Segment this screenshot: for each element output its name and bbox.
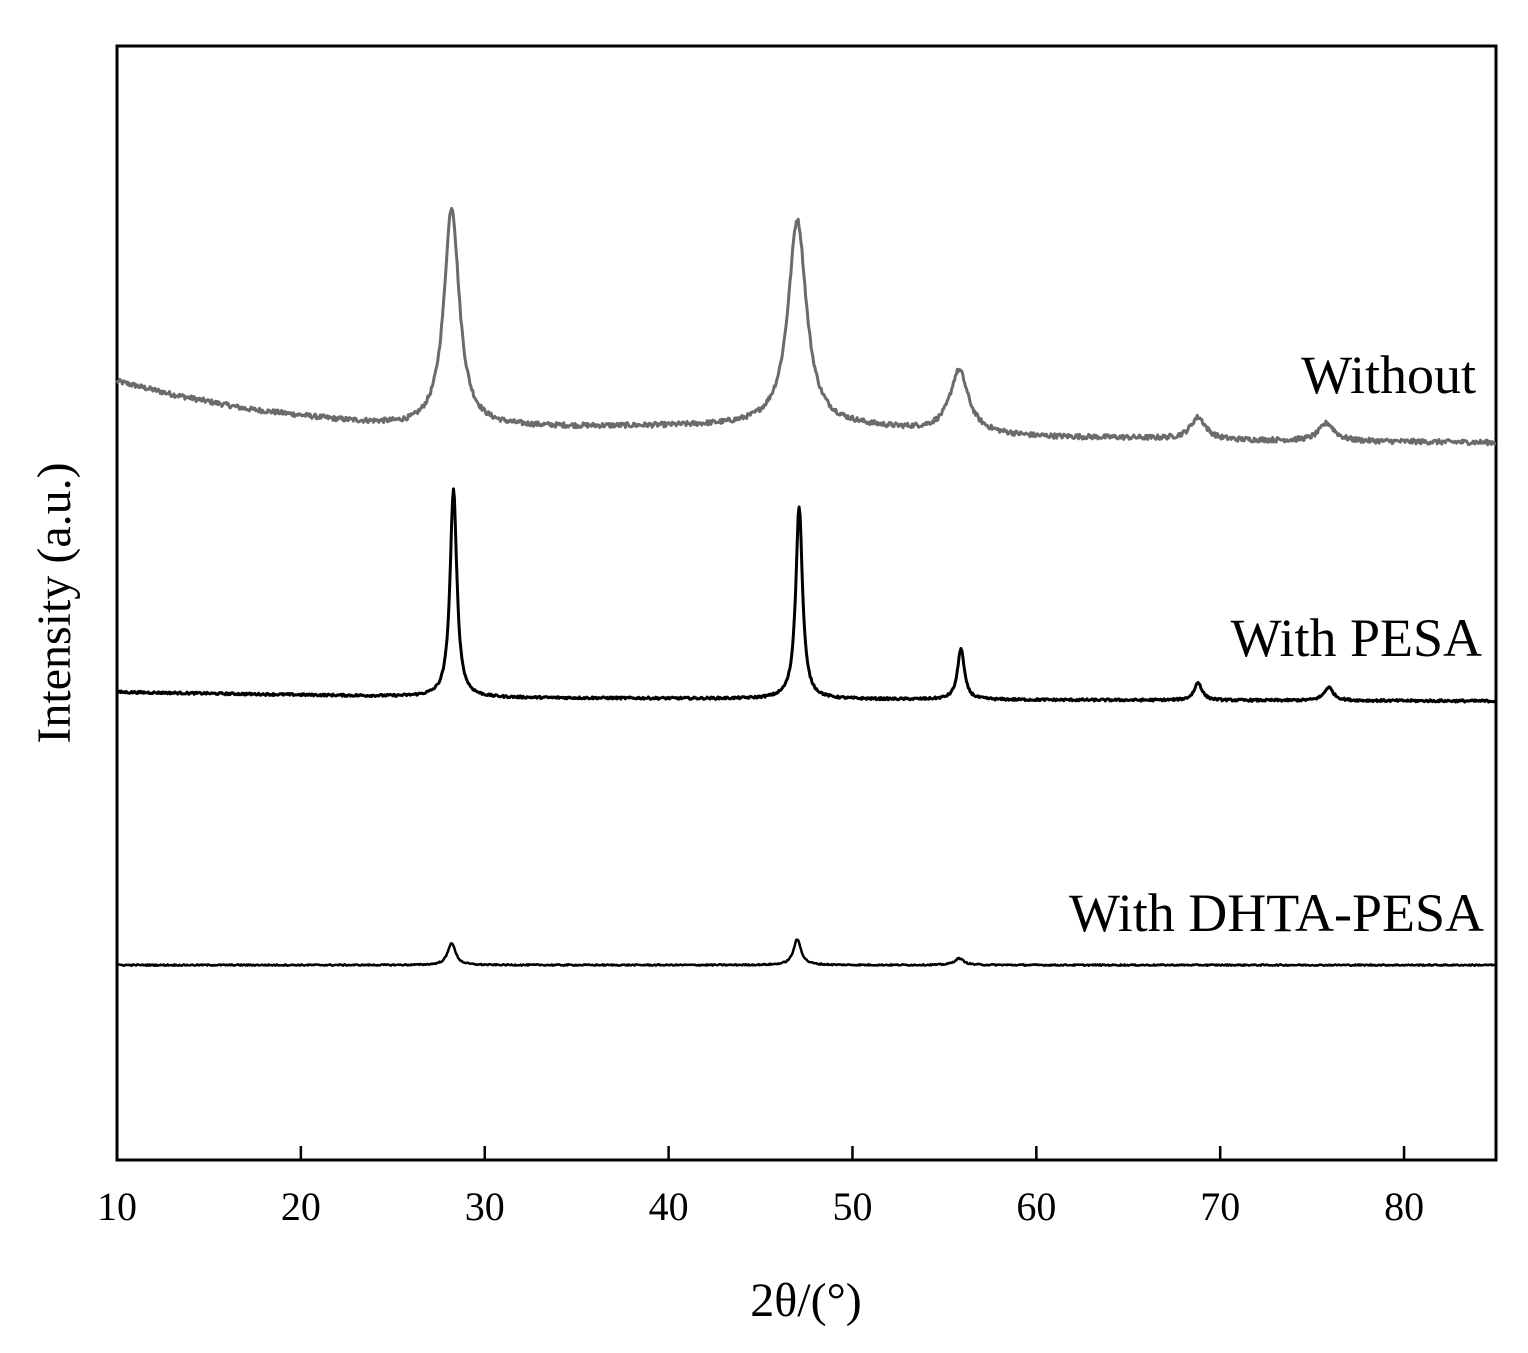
y-axis-title: Intensity (a.u.) — [28, 462, 81, 743]
x-axis-title: 2θ/(°) — [750, 1274, 862, 1327]
series-label-0: Without — [1301, 345, 1476, 405]
x-tick-label: 40 — [649, 1184, 689, 1229]
x-tick-label: 70 — [1200, 1184, 1240, 1229]
x-tick-label: 80 — [1384, 1184, 1424, 1229]
series-label-1: With PESA — [1231, 608, 1482, 668]
x-tick-label: 50 — [832, 1184, 872, 1229]
x-tick-label: 30 — [465, 1184, 505, 1229]
series-line-2 — [116, 938, 1497, 967]
x-tick-label: 10 — [97, 1184, 137, 1229]
plot-frame — [115, 44, 1498, 1162]
series-labels: Without With PESA With DHTA-PESA — [1069, 345, 1484, 943]
x-axis-ticks: 10 20 30 40 50 60 70 80 — [97, 1146, 1424, 1229]
series-label-2: With DHTA-PESA — [1069, 883, 1484, 943]
x-tick-label: 60 — [1016, 1184, 1056, 1229]
x-tick-label: 20 — [281, 1184, 321, 1229]
series-line-0 — [115, 206, 1497, 447]
series-line-1 — [115, 487, 1497, 704]
series-layer — [115, 206, 1497, 967]
